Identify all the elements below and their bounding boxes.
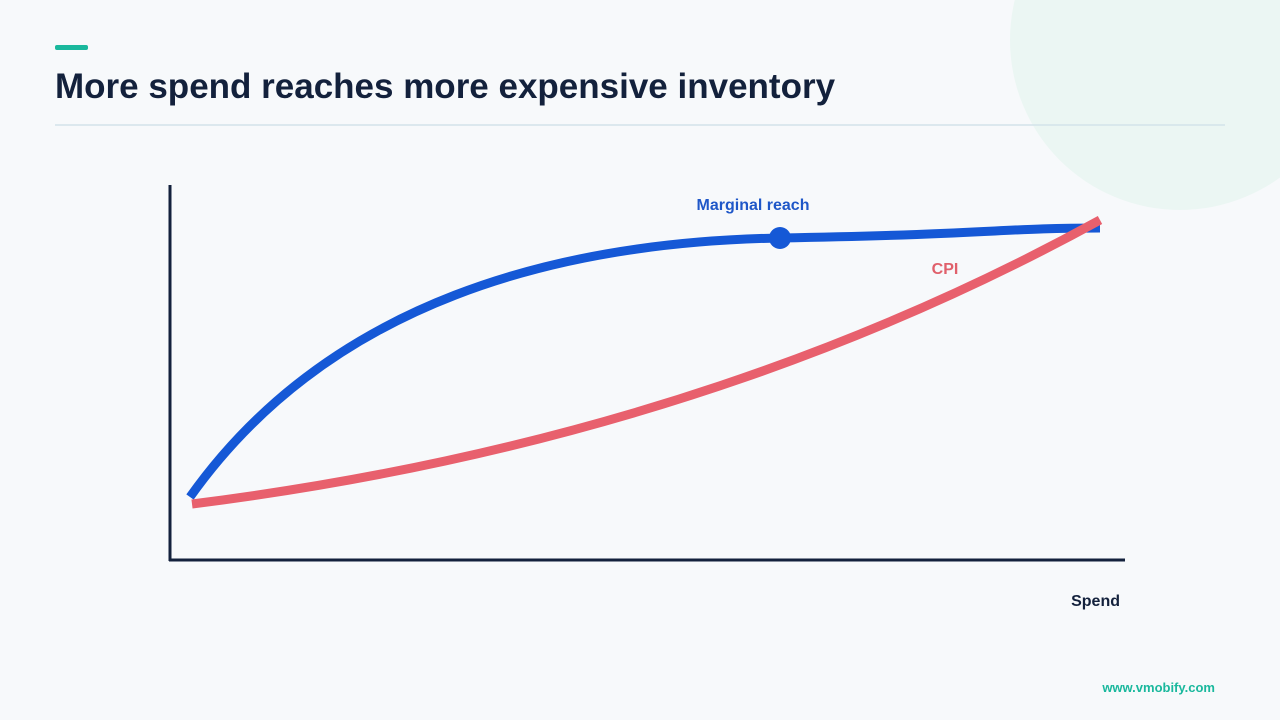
cpi-curve bbox=[191, 216, 1103, 509]
reach-marker bbox=[769, 227, 791, 249]
reach-curve bbox=[186, 223, 1101, 500]
decor-circle bbox=[1010, 0, 1280, 210]
reach-label: Marginal reach bbox=[697, 197, 810, 214]
footer-url: www.vmobify.com bbox=[1101, 680, 1215, 695]
x-axis-label: Spend bbox=[1071, 593, 1120, 610]
title: More spend reaches more expensive invent… bbox=[55, 67, 836, 106]
cpi-label: CPI bbox=[932, 261, 959, 278]
accent-bar bbox=[55, 45, 88, 50]
